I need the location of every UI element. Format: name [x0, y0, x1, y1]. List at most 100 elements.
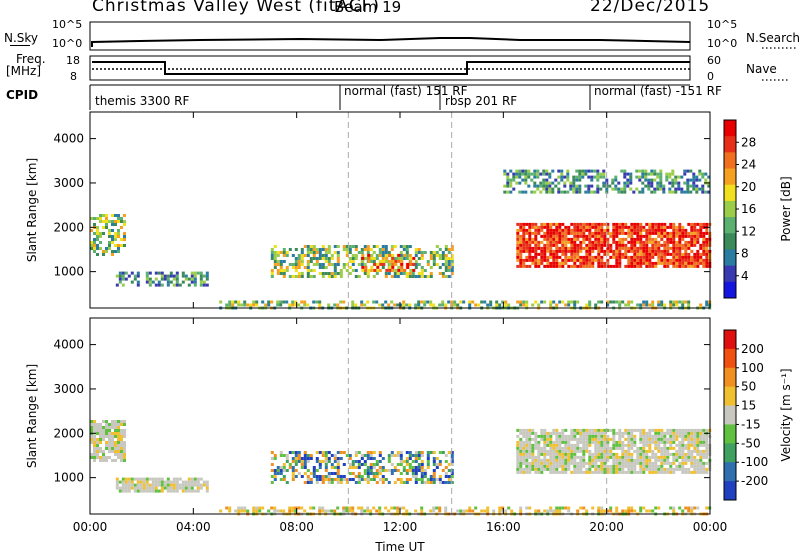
data-cell [651, 231, 655, 235]
data-cell [537, 470, 541, 474]
data-cell [115, 483, 119, 487]
data-cell [662, 184, 666, 188]
data-cell [681, 455, 685, 459]
data-cell [444, 460, 448, 463]
data-cell [671, 181, 675, 185]
data-cell [657, 443, 661, 447]
data-cell [648, 470, 652, 474]
data-cell [666, 264, 670, 268]
data-cell [166, 477, 170, 481]
data-cell [549, 261, 553, 265]
data-cell [205, 486, 209, 490]
colorbar-swatch [724, 233, 736, 250]
data-cell [672, 440, 676, 444]
data-cell [666, 234, 670, 238]
data-cell [633, 470, 637, 474]
data-cell [702, 452, 706, 456]
data-cell [657, 300, 661, 304]
data-cell [285, 251, 289, 254]
data-cell [693, 243, 697, 247]
data-cell [450, 454, 454, 457]
data-cell [657, 234, 661, 238]
data-cell [702, 437, 706, 441]
data-cell [582, 225, 586, 229]
data-cell [366, 457, 370, 460]
data-cell [312, 466, 316, 469]
data-cell [172, 483, 176, 487]
data-cell [105, 250, 108, 253]
data-cell [288, 275, 292, 278]
data-cell [105, 247, 108, 250]
data-cell [657, 449, 661, 453]
data-cell [184, 277, 188, 281]
data-cell [414, 263, 418, 266]
data-cell [597, 228, 601, 232]
data-cell [139, 489, 143, 493]
colorbar-swatch [724, 424, 736, 444]
data-cell [114, 447, 117, 450]
data-cell [573, 255, 577, 259]
data-cell [687, 246, 691, 250]
data-cell [693, 255, 697, 259]
data-cell [444, 269, 448, 272]
data-cell [552, 231, 556, 235]
data-cell [656, 175, 660, 179]
data-cell [528, 228, 532, 232]
data-cell [669, 443, 673, 447]
data-cell [534, 249, 538, 253]
data-cell [663, 446, 667, 450]
data-cell [366, 272, 370, 275]
data-cell [462, 300, 466, 304]
data-cell [585, 443, 589, 447]
data-cell [333, 251, 337, 254]
data-cell [522, 240, 526, 244]
data-cell [597, 222, 601, 226]
colorbar-tick-label: -15 [741, 417, 761, 431]
data-cell [675, 449, 679, 453]
data-cell [582, 231, 586, 235]
data-cell [345, 254, 349, 257]
data-cell [390, 506, 394, 510]
data-cell [591, 434, 595, 438]
data-cell [648, 467, 652, 471]
data-cell [525, 303, 529, 307]
data-cell [348, 251, 352, 254]
colorbar-swatch [724, 168, 736, 186]
data-cell [139, 483, 143, 487]
data-cell [312, 263, 316, 266]
data-cell [291, 457, 295, 460]
data-cell [687, 452, 691, 456]
data-cell [594, 222, 598, 226]
data-cell [546, 464, 550, 468]
data-cell [582, 246, 586, 250]
data-cell [114, 459, 117, 462]
data-cell [693, 431, 697, 435]
data-cell [121, 480, 125, 484]
data-cell [276, 254, 280, 257]
data-cell [657, 231, 661, 235]
data-cell [618, 428, 622, 432]
data-cell [684, 240, 688, 244]
data-cell [157, 280, 161, 284]
data-cell [704, 172, 708, 176]
data-cell [151, 489, 155, 493]
data-cell [654, 458, 658, 462]
data-cell [166, 480, 170, 484]
data-cell [357, 475, 361, 478]
data-cell [705, 467, 709, 471]
data-cell [412, 268, 416, 272]
data-cell [303, 303, 307, 307]
data-cell [645, 440, 649, 444]
data-cell [432, 481, 436, 484]
data-cell [642, 258, 646, 262]
data-cell [438, 478, 442, 481]
data-cell [570, 452, 574, 456]
data-cell [681, 509, 685, 513]
data-cell [609, 446, 613, 450]
data-cell [525, 249, 529, 253]
data-cell [519, 300, 523, 304]
data-cell [609, 231, 613, 235]
data-cell [504, 300, 508, 304]
data-cell [366, 472, 370, 475]
data-cell [548, 175, 552, 179]
